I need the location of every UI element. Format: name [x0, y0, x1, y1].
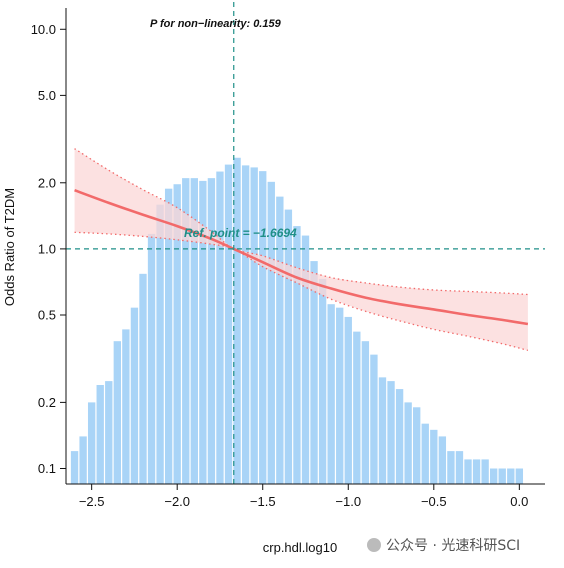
histogram-bar [70, 451, 79, 484]
lower-ci-line [74, 231, 529, 352]
histogram-bar [490, 468, 498, 484]
histogram-bar [344, 316, 352, 484]
histogram-bar [507, 468, 515, 484]
histogram-bar [421, 423, 429, 484]
histogram-bar [241, 165, 250, 485]
histogram-bar [438, 436, 447, 484]
histogram-bar [404, 402, 412, 484]
histogram-bar [413, 407, 421, 484]
histogram-bar [190, 178, 198, 485]
histogram-bar [147, 233, 156, 484]
histogram-bar [515, 468, 524, 484]
x-tick-label: −0.5 [421, 494, 447, 509]
histogram-bar [182, 178, 190, 485]
confidence-band [74, 148, 528, 351]
annotation-ref-point: Ref. point = −1.6694 [184, 226, 297, 240]
x-tick-label: −1.5 [250, 494, 276, 509]
histogram-bar [395, 389, 404, 484]
histogram-bar [472, 459, 481, 484]
histogram-bar [498, 468, 506, 484]
y-tick-label: 1.0 [38, 241, 56, 256]
histogram-bar [259, 171, 267, 484]
histogram-bar [96, 385, 104, 484]
histogram-bar [387, 381, 395, 484]
x-tick-label: −2.0 [164, 494, 190, 509]
histogram-bar [293, 226, 301, 484]
histogram-bar [481, 459, 489, 484]
x-tick-label: 0.0 [510, 494, 528, 509]
histogram-bar [318, 278, 327, 484]
histogram-bar [464, 459, 472, 484]
histogram-bar [233, 157, 241, 484]
y-axis-title: Odds Ratio of T2DM [2, 188, 17, 306]
watermark: 公众号 · 光速科研SCI [367, 538, 520, 554]
wechat-icon [367, 538, 381, 552]
x-axis-title: crp.hdl.log10 [263, 540, 337, 555]
histogram-bar [301, 235, 310, 484]
histogram-bar [336, 307, 344, 484]
y-tick-label: 0.5 [38, 307, 56, 322]
histogram-bar [353, 331, 361, 484]
histogram-bar [370, 354, 378, 484]
x-tick-label: −2.5 [79, 494, 105, 509]
histogram-bar [455, 451, 464, 484]
y-tick-label: 0.2 [38, 395, 56, 410]
histogram-bar [139, 273, 147, 484]
histogram-bar [284, 209, 293, 485]
histogram-bar [113, 341, 121, 484]
y-tick-label: 0.1 [38, 461, 56, 476]
histogram-bar [199, 180, 207, 484]
y-tick-label: 2.0 [38, 175, 56, 190]
y-tick-label: 5.0 [38, 88, 56, 103]
histogram-bar [361, 341, 370, 484]
watermark-text: 公众号 · 光速科研SCI [386, 538, 520, 554]
histogram-bars [70, 157, 524, 485]
histogram-bar [173, 184, 181, 484]
histogram-bar [164, 188, 173, 484]
histogram-bar [310, 261, 318, 484]
histogram-bar [79, 436, 87, 484]
x-tick-label: −1.0 [335, 494, 361, 509]
histogram-bar [224, 164, 233, 485]
odds-ratio-curve [74, 188, 529, 326]
histogram-bar [216, 171, 224, 484]
upper-ci-line [74, 148, 528, 296]
plot-area: 0.1 0.2 0.5 1.0 2.0 5.0 10.0 −2.5 −2.0 −1.5 −1.0 −0… [31, 2, 545, 509]
histogram-bar [447, 451, 455, 484]
histogram-bar [430, 429, 438, 484]
histogram-bar [105, 381, 113, 484]
histogram-bar [207, 178, 216, 485]
annotation-nonlinearity: P for non−linearity: 0.159 [150, 18, 282, 30]
histogram-bar [378, 377, 387, 484]
histogram-bar [250, 167, 258, 484]
histogram-bar [276, 196, 284, 485]
histogram-bar [327, 304, 335, 484]
histogram-bar [87, 402, 96, 484]
y-tick-label: 10.0 [31, 22, 56, 37]
histogram-bar [130, 307, 139, 484]
histogram-bar [156, 204, 164, 484]
histogram-bar [122, 329, 130, 484]
histogram-bar [267, 181, 275, 485]
